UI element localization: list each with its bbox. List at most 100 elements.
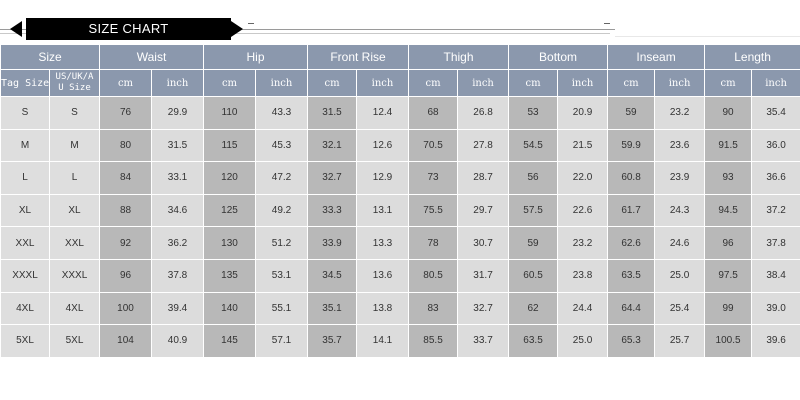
inch-value-cell: 30.7 [457, 226, 510, 260]
inch-value-cell: 23.2 [557, 226, 609, 260]
inch-value-cell: 28.7 [457, 161, 510, 195]
cm-value-cell: 135 [203, 258, 256, 293]
cm-value-cell: 85.5 [408, 324, 459, 358]
banner-tick-mark [248, 23, 254, 24]
inch-value-cell: 47.2 [254, 161, 309, 195]
header-length: Length [704, 44, 800, 70]
inch-value-cell: 29.7 [457, 193, 510, 228]
cm-value-cell: 90 [704, 96, 753, 130]
inch-value-cell: 36.0 [751, 128, 800, 163]
header-unit-cm: cm [704, 69, 753, 97]
inch-value-cell: 37.8 [151, 258, 204, 293]
inch-value-cell: 51.2 [254, 226, 309, 260]
us-size-cell: XXXL [49, 258, 100, 293]
header-unit-inch: inch [751, 69, 800, 97]
cm-value-cell: 80 [99, 128, 152, 163]
banner-rule-secondary [0, 33, 610, 34]
inch-value-cell: 13.1 [356, 193, 410, 228]
inch-value-cell: 12.9 [356, 161, 410, 195]
tag-size-cell: M [0, 128, 50, 163]
tag-size-cell: XXL [0, 226, 50, 260]
inch-value-cell: 22.6 [557, 193, 609, 228]
header-unit-cm: cm [408, 69, 459, 97]
cm-value-cell: 53 [508, 96, 559, 130]
header-unit-cm: cm [203, 69, 256, 97]
cm-value-cell: 80.5 [408, 258, 459, 293]
inch-value-cell: 24.6 [654, 226, 706, 260]
cm-value-cell: 56 [508, 161, 559, 195]
header-us-size-line1: US/UK/A [55, 72, 94, 82]
cm-value-cell: 68 [408, 96, 459, 130]
cm-value-cell: 115 [203, 128, 256, 163]
cm-value-cell: 70.5 [408, 128, 459, 163]
cm-value-cell: 100.5 [704, 324, 753, 358]
cm-value-cell: 34.5 [307, 258, 358, 293]
inch-value-cell: 33.7 [457, 324, 510, 358]
inch-value-cell: 45.3 [254, 128, 309, 163]
cm-value-cell: 63.5 [607, 258, 656, 293]
table-row: L L 84 33.1 120 47.2 32.7 12.9 73 28.7 56 22.0 60.8 2… [0, 161, 800, 195]
inch-value-cell: 13.6 [356, 258, 410, 293]
inch-value-cell: 36.6 [751, 161, 800, 195]
table-row: 4XL 4XL 100 39.4 140 55.1 35.1 13.8 83 32.7 62 24.4… [0, 291, 800, 326]
cm-value-cell: 59 [607, 96, 656, 130]
inch-value-cell: 23.8 [557, 258, 609, 293]
table-row: 5XL 5XL 104 40.9 145 57.1 35.7 14.1 85.5 33.7 63.5… [0, 324, 800, 358]
inch-value-cell: 25.0 [654, 258, 706, 293]
us-size-cell: XXL [49, 226, 100, 260]
inch-value-cell: 12.4 [356, 96, 410, 130]
table-row: XL XL 88 34.6 125 49.2 33.3 13.1 75.5 29.7 57.5 22.… [0, 193, 800, 228]
inch-value-cell: 39.4 [151, 291, 204, 326]
header-size: Size [0, 44, 100, 70]
header-unit-inch: inch [557, 69, 609, 97]
table-row: XXL XXL 92 36.2 130 51.2 33.9 13.3 78 30.7 59 23.2 6… [0, 226, 800, 260]
header-thigh: Thigh [408, 44, 510, 70]
header-front-rise: Front Rise [307, 44, 410, 70]
banner-right-ribbon-icon [231, 21, 243, 37]
inch-value-cell: 57.1 [254, 324, 309, 358]
size-chart-table: Size Waist Hip Front Rise Thigh Bottom I… [0, 44, 800, 358]
header-us-size-line2: U Size [58, 83, 91, 93]
us-size-cell: S [49, 96, 100, 130]
inch-value-cell: 49.2 [254, 193, 309, 228]
tag-size-cell: XL [0, 193, 50, 228]
inch-value-cell: 21.5 [557, 128, 609, 163]
cm-value-cell: 92 [99, 226, 152, 260]
header-hip: Hip [202, 44, 309, 70]
cm-value-cell: 130 [203, 226, 256, 260]
inch-value-cell: 37.2 [751, 193, 800, 228]
cm-value-cell: 62.6 [607, 226, 656, 260]
cm-value-cell: 88 [99, 193, 152, 228]
header-unit-cm: cm [508, 69, 559, 97]
inch-value-cell: 43.3 [254, 96, 309, 130]
cm-value-cell: 93 [704, 161, 753, 195]
inch-value-cell: 25.7 [654, 324, 706, 358]
inch-value-cell: 23.9 [654, 161, 706, 195]
cm-value-cell: 78 [408, 226, 459, 260]
table-row: XXXL XXXL 96 37.8 135 53.1 34.5 13.6 80.5 31.7 60.… [0, 258, 800, 293]
inch-value-cell: 37.8 [751, 226, 800, 260]
header-tag-size: Tag Size [0, 69, 50, 97]
inch-value-cell: 53.1 [254, 258, 309, 293]
table-row: S S 76 29.9 110 43.3 31.5 12.4 68 26.8 53 20.9 59 23.… [0, 96, 800, 130]
inch-value-cell: 40.9 [151, 324, 204, 358]
cm-value-cell: 59 [508, 226, 559, 260]
us-size-cell: 5XL [49, 324, 100, 358]
header-unit-cm: cm [99, 69, 152, 97]
banner-rule [0, 29, 615, 30]
banner-tick-mark [604, 23, 610, 24]
inch-value-cell: 39.0 [751, 291, 800, 326]
inch-value-cell: 23.2 [654, 96, 706, 130]
cm-value-cell: 83 [408, 291, 459, 326]
cm-value-cell: 100 [99, 291, 152, 326]
cm-value-cell: 140 [203, 291, 256, 326]
cm-value-cell: 31.5 [307, 96, 358, 130]
page-title: SIZE CHART [26, 18, 231, 40]
inch-value-cell: 29.9 [151, 96, 204, 130]
cm-value-cell: 84 [99, 161, 152, 195]
us-size-cell: L [49, 161, 100, 195]
inch-value-cell: 22.0 [557, 161, 609, 195]
inch-value-cell: 39.6 [751, 324, 800, 358]
cm-value-cell: 62 [508, 291, 559, 326]
cm-value-cell: 76 [99, 96, 152, 130]
